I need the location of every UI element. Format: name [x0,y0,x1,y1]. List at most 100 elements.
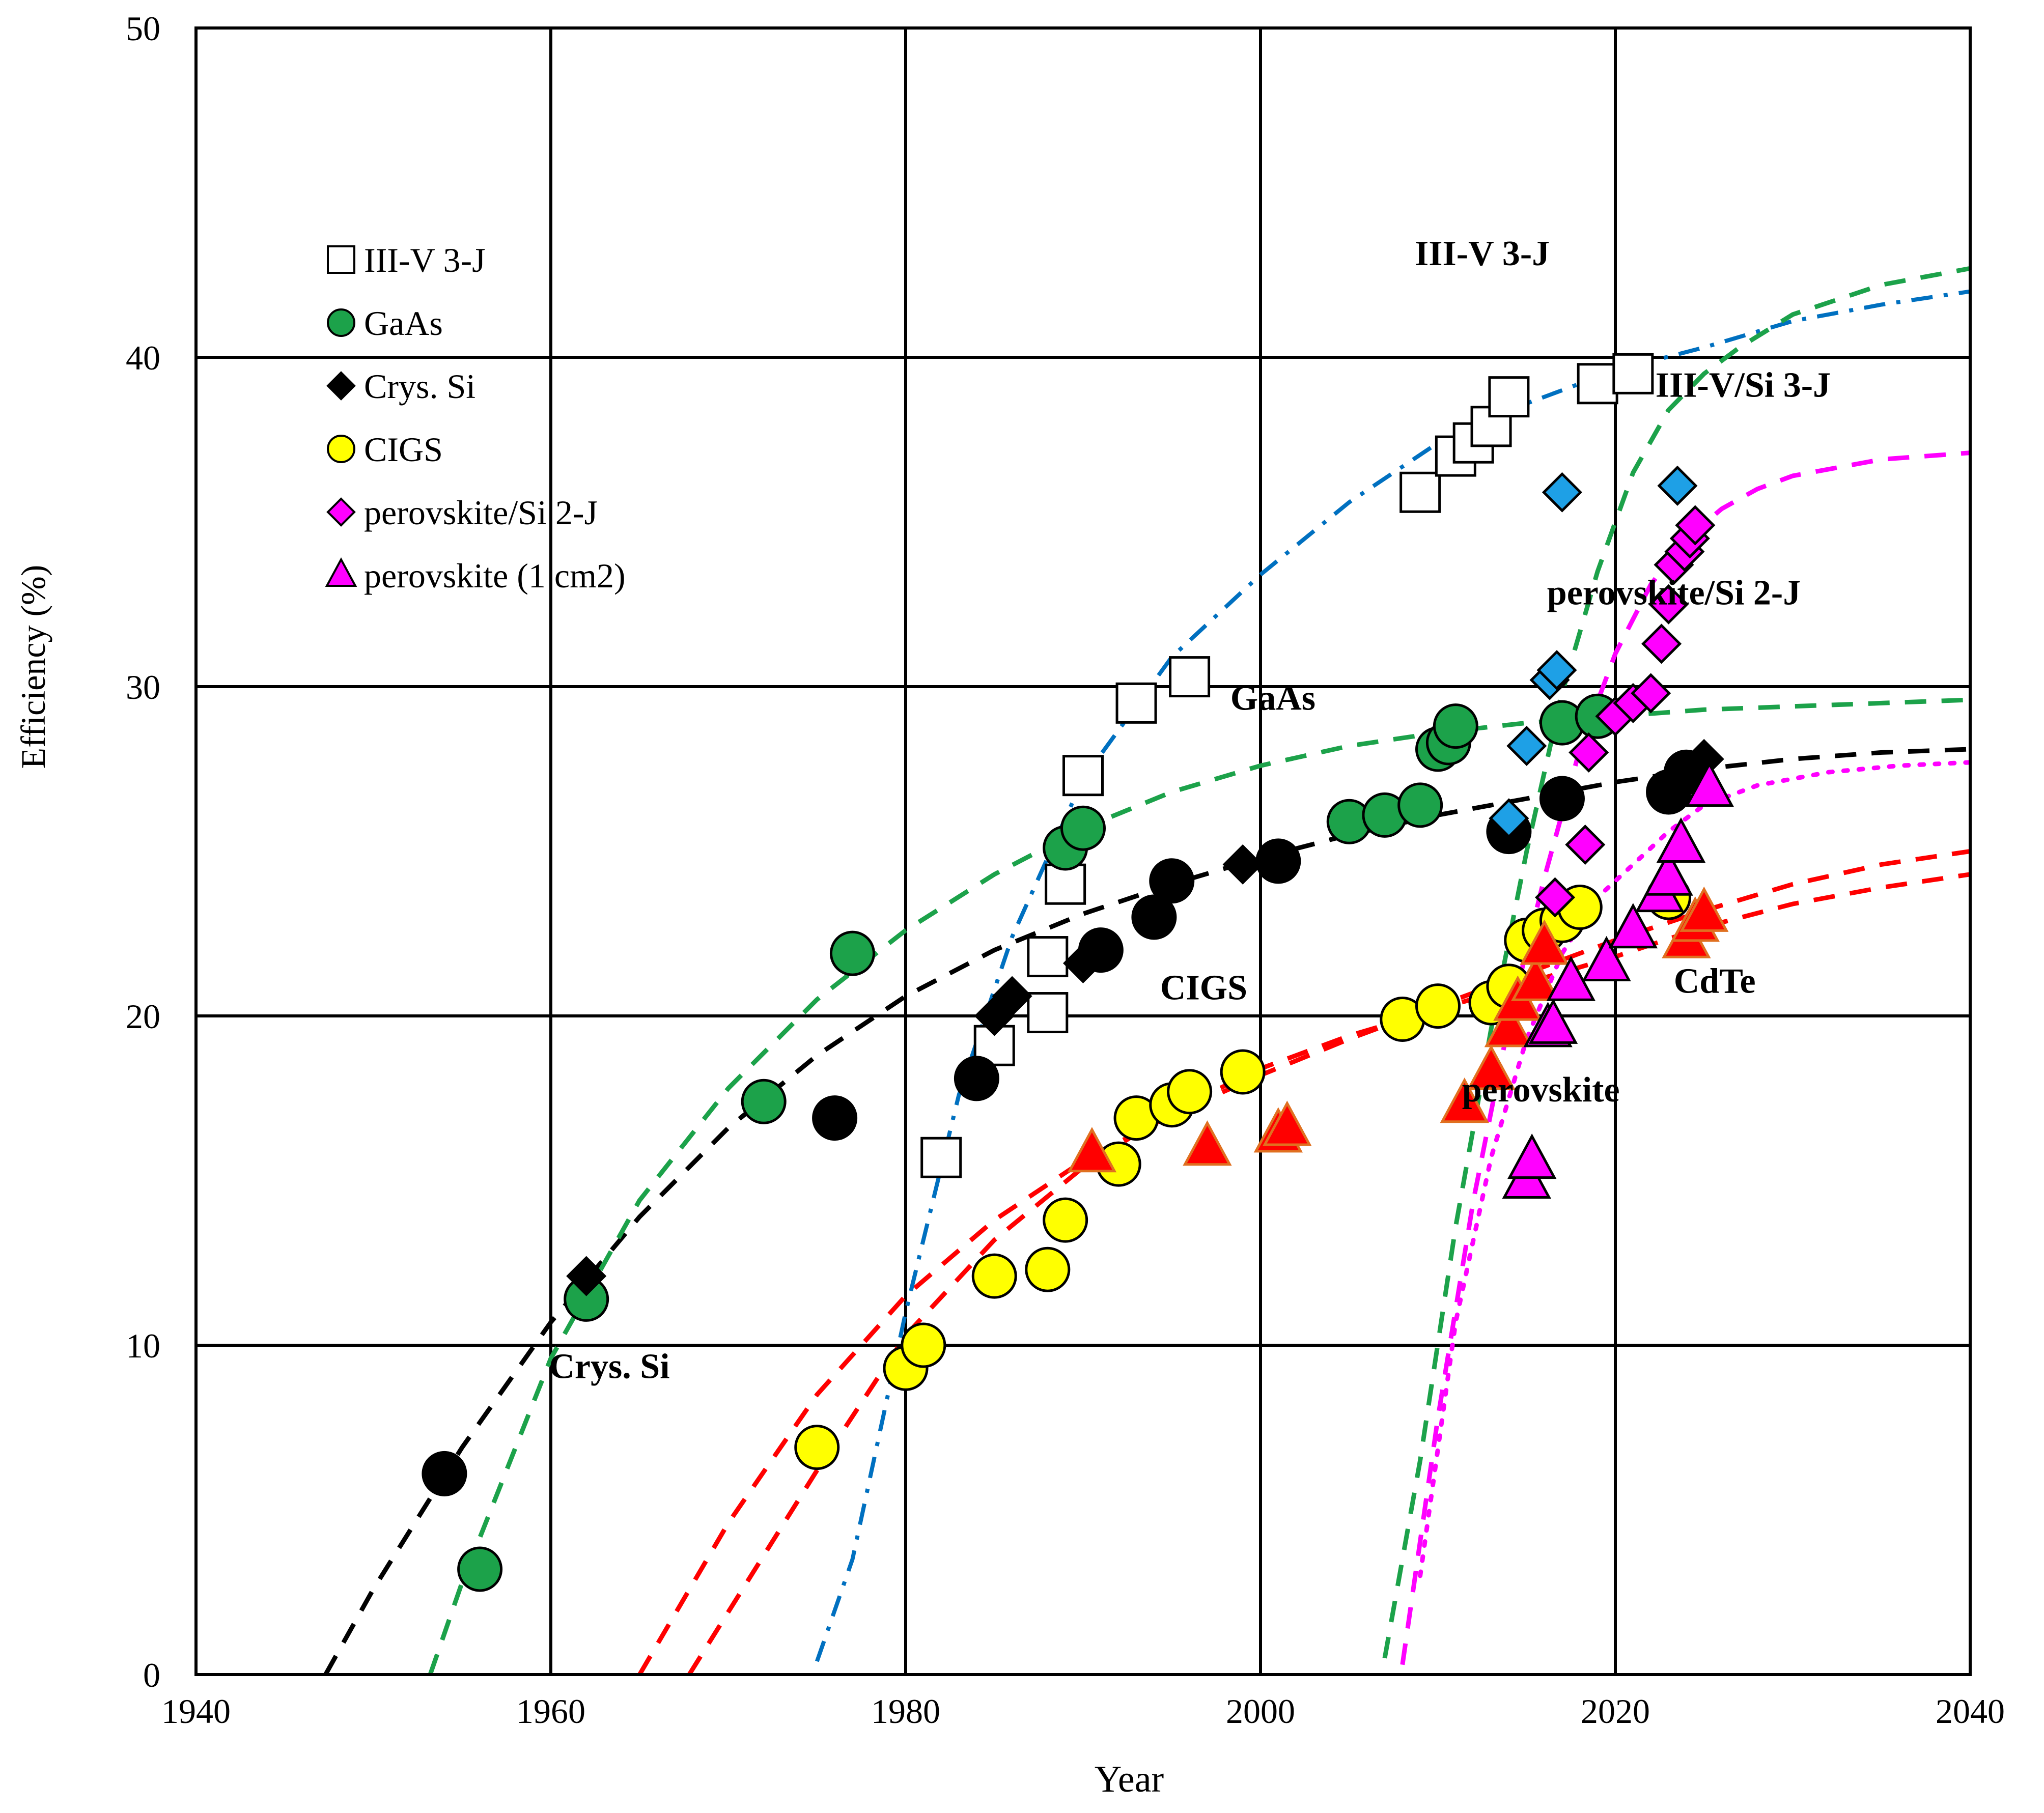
x-tick-label: 2040 [1936,1692,2005,1731]
data-point-perovskite-si-2-j [1565,825,1606,865]
trend-line-cigs-trend [637,849,1971,1676]
data-point-iii-v-si-3-j [1536,650,1577,691]
legend-marker-square [327,245,355,274]
trend-line-perovskite-si-2-j-trend [1400,450,1971,1665]
data-point-perovskite-1-cm2 [1546,955,1596,1001]
data-point-crys-si-diamonds [1222,844,1263,885]
y-tick-label: 50 [126,9,160,48]
series-iii-v-si-3-j [1489,465,1698,839]
y-tick-label: 10 [126,1326,160,1365]
trend-line-iii-v-3-j-trend [815,289,1971,1662]
data-point-cigs [971,1253,1017,1299]
data-point-iii-v-3-j [1399,471,1441,513]
data-point-crys-si [422,1451,467,1496]
x-tick-label: 1980 [871,1692,940,1731]
annotation-crys-si: Crys. Si [549,1347,669,1386]
annotation-cdte: CdTe [1674,962,1756,1001]
data-point-iii-v-3-j [1612,353,1654,394]
data-point-iii-v-3-j [1045,863,1086,905]
legend-item-cigs: CIGS [327,430,443,469]
legend-marker-circle [327,435,355,463]
legend: III-V 3-J GaAs Crys. Si CIGS perovskite/Si 2… [325,241,626,595]
x-tick-label: 2020 [1581,1692,1650,1731]
data-point-perovskite-1-cm2 [1656,817,1706,863]
data-point-iii-v-3-j [920,1137,962,1178]
y-axis-label: Efficiency (%) [14,565,52,769]
data-point-iii-v-3-j [1115,682,1157,724]
data-point-gaas [1397,782,1443,828]
data-point-perovskite-si-2-j [1534,877,1576,918]
series-iii-v-3-j [920,353,1654,1178]
annotation-gaas: GaAs [1230,678,1315,718]
x-tick-labels: 1940 1960 1980 2000 2020 2040 [161,1692,2005,1731]
y-tick-label: 40 [126,338,160,377]
data-point-cdte [1679,886,1729,932]
series-crys-si-diamonds [566,739,1724,1296]
data-point-crys-si [812,1095,858,1141]
data-point-iii-v-si-3-j [1542,472,1582,513]
x-tick-label: 2000 [1226,1692,1295,1731]
data-point-perovskite-si-2-j [1648,584,1689,625]
data-point-cdte [1263,1100,1312,1146]
annotation-perovskite: perovskite [1462,1070,1620,1110]
data-point-perovskite-si-2-j [1641,624,1682,664]
y-tick-label: 20 [126,997,160,1036]
data-point-cigs [1167,1069,1213,1115]
legend-item-perovskite-1-cm2: perovskite (1 cm2) [325,556,626,595]
data-point-perovskite-si-2-j [1675,505,1716,546]
data-point-gaas [829,930,875,976]
trend-line-iii-v-si-3-j-trend [1382,266,1971,1659]
legend-marker-diamond [326,371,356,401]
data-point-perovskite-1-cm2 [1685,761,1734,807]
data-point-cdte [1440,1078,1489,1123]
data-point-perovskite-si-2-j [1569,732,1609,773]
annotation-iii-v-si-3-j: III-V/Si 3-J [1656,366,1831,405]
data-point-iii-v-3-j [1169,656,1211,698]
chart-annotations: III-V 3-J III-V/Si 3-J perovskite/Si 2-J Ga… [549,234,1831,1386]
data-point-iii-v-3-j [1488,376,1530,418]
trend-line-gaas-trend [428,697,1971,1676]
data-point-iii-v-3-j [1027,992,1069,1034]
x-tick-label: 1940 [161,1692,231,1731]
y-tick-label: 30 [126,668,160,706]
data-point-crys-si-diamonds [1062,943,1104,984]
trend-line-perovskite-trend [1418,760,1973,1578]
data-point-crys-si-diamonds [992,976,1032,1016]
legend-marker-circle [327,308,355,337]
legend-item-perovskite-si-2-j: perovskite/Si 2-J [326,493,598,532]
legend-marker-diamond [326,497,356,527]
series-cdte [1067,886,1729,1173]
data-point-cdte [1067,1127,1117,1173]
data-point-iii-v-3-j [1027,936,1069,978]
legend-label: CIGS [364,430,443,469]
y-tick-labels: 0 10 20 30 40 50 [126,9,160,1694]
legend-item-crys-si: Crys. Si [326,367,475,406]
data-point-cigs [1220,1049,1266,1095]
data-point-perovskite-1-cm2 [1608,903,1658,949]
legend-label: perovskite (1 cm2) [364,556,626,595]
data-markers [422,353,1734,1592]
data-point-perovskite-1-cm2 [1507,1134,1557,1179]
data-point-cdte [1183,1120,1232,1166]
data-point-iii-v-3-j [1062,755,1104,797]
data-point-crys-si [1131,894,1177,940]
legend-label: III-V 3-J [364,241,486,279]
legend-label: Crys. Si [364,367,475,406]
data-point-cdte [1520,919,1569,965]
data-point-perovskite-1-cm2 [1582,936,1631,981]
series-perovskite-si-2-j [1534,505,1716,918]
legend-label: GaAs [364,304,443,343]
data-point-perovskite-si-2-j [1631,673,1671,714]
legend-marker-triangle [325,557,357,587]
y-tick-label: 0 [143,1656,160,1694]
data-point-iii-v-si-3-j [1506,725,1547,766]
annotation-cigs: CIGS [1160,969,1247,1008]
data-point-gaas [1060,805,1106,851]
data-point-cdte [1466,1044,1516,1090]
legend-item-gaas: GaAs [327,304,443,343]
x-axis-label: Year [1095,1759,1164,1800]
series-perovskite-1-cm2 [1502,761,1734,1199]
data-point-crys-si [1149,858,1195,904]
x-tick-label: 1960 [516,1692,585,1731]
